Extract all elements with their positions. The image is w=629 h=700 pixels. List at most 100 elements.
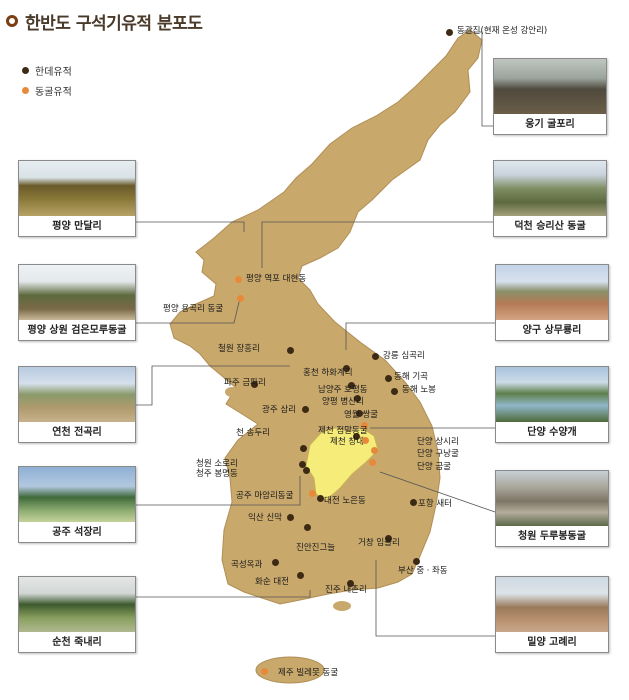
open-site-marker [445, 28, 453, 36]
open-site-marker [286, 513, 294, 521]
open-site-marker [384, 534, 392, 542]
site-label: 평양 역포 대현동 [246, 274, 307, 284]
site-photo-caption: 공주 석장리 [19, 523, 135, 542]
title-ring-icon [6, 15, 18, 27]
open-site-marker [299, 444, 307, 452]
cave-site-marker [361, 436, 369, 444]
site-label: 공주 마암리동굴 [236, 491, 294, 501]
site-photo-card: 순천 죽내리 [18, 576, 136, 653]
site-label: 천 송두리 [236, 428, 270, 438]
site-photo-caption: 청원 두루봉동굴 [496, 527, 608, 546]
open-site-marker [302, 466, 310, 474]
legend-dot-cave-icon [22, 87, 29, 94]
site-label: 진안진그늘 [296, 543, 336, 553]
site-photo-card: 평양 만달리 [18, 160, 136, 237]
site-photo-card: 공주 석장리 [18, 466, 136, 543]
site-photo-card: 웅기 굴포리 [493, 58, 607, 135]
open-site-marker [250, 380, 258, 388]
map-title: 한반도 구석기유적 분포도 [6, 6, 203, 36]
site-photo-image [19, 467, 135, 522]
site-label: 청주 봉명동 [196, 469, 238, 479]
cave-site-marker [260, 667, 268, 675]
site-photo-image [496, 265, 608, 320]
site-label: 단양 구낭굴 [417, 449, 459, 459]
site-label: 동관진(현재 온성 강안리) [457, 26, 548, 36]
site-label: 영월 쌍굴 [344, 410, 378, 420]
site-label: 청원 소로리 [196, 459, 238, 469]
site-label: 단양 금굴 [417, 462, 451, 472]
site-photo-card: 단양 수양개 [495, 366, 609, 443]
open-site-marker [352, 432, 360, 440]
site-photo-image [19, 367, 135, 422]
site-photo-caption: 덕천 승리산 동굴 [494, 217, 606, 236]
site-label: 평양 용곡리 동굴 [163, 304, 224, 314]
cave-site-marker [368, 458, 376, 466]
site-label: 화순 대전 [255, 577, 289, 587]
site-photo-image [494, 59, 606, 114]
site-photo-card: 밀양 고례리 [495, 576, 609, 653]
site-photo-image [494, 161, 606, 216]
site-label: 곡성옥과 [231, 560, 263, 570]
site-photo-image [496, 367, 608, 422]
site-photo-caption: 웅기 굴포리 [494, 115, 606, 134]
open-site-marker [301, 405, 309, 413]
site-label: 철원 장흥리 [218, 344, 260, 354]
open-site-marker [286, 346, 294, 354]
site-label: 광주 삼리 [262, 405, 296, 415]
site-label: 익산 신막 [248, 513, 282, 523]
site-photo-caption: 평양 만달리 [19, 217, 135, 236]
site-photo-card: 덕천 승리산 동굴 [493, 160, 607, 237]
site-photo-image [496, 471, 608, 526]
open-site-marker [371, 352, 379, 360]
site-label: 강릉 심곡리 [383, 351, 425, 361]
leader-lines [134, 31, 600, 637]
site-label: 홍천 하화계리 [303, 368, 353, 378]
cave-site-marker [360, 421, 368, 429]
title-text: 한반도 구석기유적 분포도 [25, 13, 203, 34]
open-site-marker [384, 374, 392, 382]
site-photo-card: 연천 전곡리 [18, 366, 136, 443]
site-label: 대전 노은동 [324, 496, 366, 506]
legend-cave-site: 동굴유적 [22, 83, 72, 98]
site-photo-caption: 연천 전곡리 [19, 423, 135, 442]
site-label: 파주 금파리 [224, 378, 266, 388]
site-label: 양평 병산리 [322, 397, 364, 407]
site-photo-image [19, 265, 135, 320]
site-label: 진주 내촌리 [325, 585, 367, 595]
site-label: 포항 새터 [418, 499, 452, 509]
open-site-marker [298, 460, 306, 468]
site-label: 단양 상시리 [417, 437, 459, 447]
site-photo-caption: 밀양 고례리 [496, 633, 608, 652]
legend-open-site: 한데유적 [22, 63, 72, 78]
site-label: 거창 임불리 [358, 538, 400, 548]
open-site-marker [271, 558, 279, 566]
open-site-marker [347, 381, 355, 389]
chungbuk-highlight [305, 427, 379, 501]
site-label: 동해 노봉 [402, 385, 436, 395]
open-site-marker [296, 571, 304, 579]
site-photo-image [496, 577, 608, 632]
site-photo-card: 양구 상무룡리 [495, 264, 609, 341]
site-label: 동해 기곡 [394, 372, 428, 382]
legend-open-label: 한데유적 [35, 67, 72, 78]
site-photo-card: 청원 두루봉동굴 [495, 470, 609, 547]
jeju-island [255, 656, 325, 684]
site-photo-caption: 양구 상무룡리 [496, 321, 608, 340]
site-label: 제주 빌레못 동굴 [278, 668, 339, 678]
cave-site-marker [234, 275, 242, 283]
open-site-marker [390, 387, 398, 395]
legend-dot-open-icon [22, 67, 29, 74]
open-site-marker [412, 557, 420, 565]
open-site-marker [316, 494, 324, 502]
open-site-marker [353, 394, 361, 402]
cave-site-marker [370, 446, 378, 454]
korean-peninsula [169, 29, 483, 605]
site-photo-image [19, 577, 135, 632]
site-photo-card: 평양 상원 검은모루동굴 [18, 264, 136, 341]
cave-site-marker [236, 294, 244, 302]
site-photo-caption: 평양 상원 검은모루동굴 [19, 321, 135, 340]
open-site-marker [409, 498, 417, 506]
site-label: 부산 중ㆍ좌동 [398, 566, 448, 576]
southern-island [333, 601, 351, 611]
legend-cave-label: 동굴유적 [35, 87, 72, 98]
